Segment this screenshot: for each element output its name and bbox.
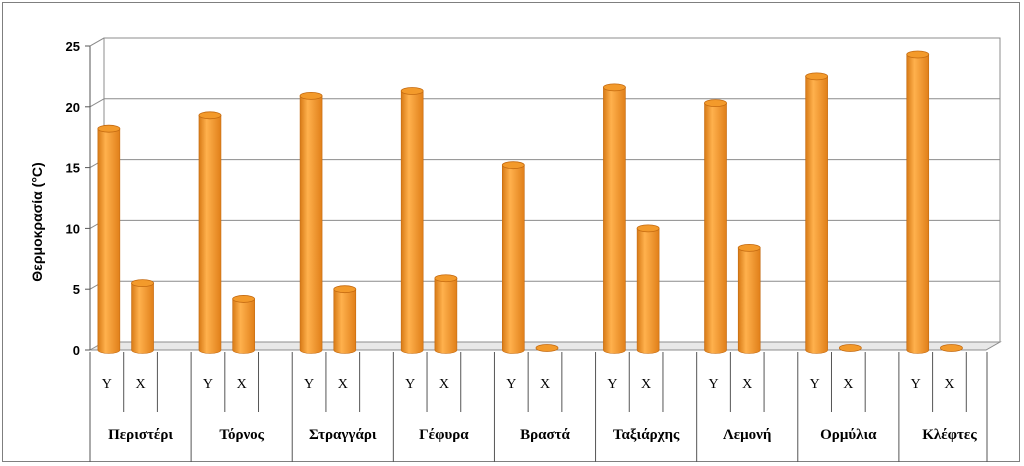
x-subcategory-label: Χ [742, 377, 752, 392]
x-subcategory-label: Χ [237, 377, 247, 392]
bar [501, 161, 525, 354]
side-wall-edge [89, 37, 105, 47]
bars-layer [97, 50, 963, 354]
x-subcategory-label: Υ [607, 377, 617, 392]
bar [603, 83, 626, 354]
bar-top [501, 161, 525, 170]
bar [636, 224, 660, 354]
bar-body [232, 298, 255, 354]
x-subcategory-label: Υ [810, 377, 820, 392]
x-labels-layer: Υ Χ Περιστέρι Υ Χ Τόρνος Υ Χ Στραγγάρι Υ Χ Γέφυρα Υ Χ… [89, 352, 988, 462]
bar [434, 274, 458, 354]
bar [97, 124, 121, 354]
x-subcategory-label: Χ [439, 377, 449, 392]
bar-body [333, 288, 357, 354]
bar-body [906, 54, 930, 354]
bar-top [299, 91, 323, 100]
bar-top [535, 344, 559, 352]
y-axis-title: Θερμοκρασία (°C) [29, 162, 45, 281]
bar [131, 279, 154, 354]
grid-layer [88, 37, 1002, 351]
x-category-label: Κλέφτες [922, 427, 977, 443]
bar-top [603, 83, 626, 92]
bar-body [434, 277, 458, 354]
x-subcategory-label: Υ [203, 377, 213, 392]
y-tick-label: 10 [66, 221, 80, 236]
bar-body [501, 164, 525, 354]
bar-body [299, 95, 323, 354]
bar-body [737, 247, 761, 354]
bar-top [434, 274, 458, 283]
bar [535, 344, 559, 352]
x-category-label: Ταξιάρχης [613, 427, 680, 443]
bar [400, 87, 424, 354]
bar-body [805, 76, 828, 354]
bar-top [737, 243, 761, 252]
bar [198, 111, 222, 354]
bar-top [805, 72, 829, 81]
x-subcategory-label: Υ [911, 377, 921, 392]
x-category-label: Γέφυρα [419, 427, 469, 443]
x-category-label: Ορμύλια [820, 427, 877, 443]
x-subcategory-label: Υ [304, 377, 314, 392]
bar-top [906, 50, 930, 59]
y-tick-label: 20 [66, 100, 80, 115]
bar-top [198, 111, 222, 120]
bar-top [400, 87, 424, 95]
bar-top [131, 279, 154, 288]
bar [906, 50, 930, 354]
bar-top [97, 124, 121, 133]
bar-top [704, 99, 727, 108]
bar-top [636, 224, 660, 233]
bar-body [400, 90, 424, 354]
x-subcategory-label: Χ [843, 377, 853, 392]
gridline-side [89, 98, 105, 108]
bar [232, 295, 256, 354]
y-tick-label: 25 [66, 39, 80, 54]
bar-top [232, 295, 256, 303]
x-subcategory-label: Υ [506, 377, 516, 392]
x-subcategory-label: Υ [708, 377, 718, 392]
bar [940, 344, 963, 352]
bar-body [131, 282, 154, 354]
x-subcategory-label: Υ [405, 377, 415, 392]
x-subcategory-label: Χ [540, 377, 550, 392]
y-tick-label: 0 [73, 343, 80, 358]
bar-body [603, 87, 626, 354]
bar-top [940, 344, 963, 352]
bar [299, 91, 323, 354]
bar [805, 72, 829, 354]
x-category-label: Στραγγάρι [309, 427, 377, 443]
x-subcategory-label: Χ [641, 377, 651, 392]
bar-body [704, 102, 727, 354]
y-tick-label: 15 [66, 161, 80, 176]
bar-top [838, 344, 862, 352]
bar [737, 243, 761, 354]
x-category-label: Περιστέρι [108, 427, 173, 443]
x-subcategory-label: Χ [944, 377, 954, 392]
x-subcategory-label: Χ [135, 377, 145, 392]
x-category-label: Τόρνος [219, 427, 264, 443]
bar [333, 285, 357, 354]
bar [838, 344, 862, 352]
x-subcategory-label: Χ [338, 377, 348, 392]
bar-body [636, 228, 660, 354]
bar-body [97, 128, 121, 354]
y-tick-label: 5 [73, 282, 80, 297]
bar-body [198, 115, 222, 354]
x-subcategory-label: Υ [102, 377, 112, 392]
bar-top [333, 285, 357, 294]
bar [704, 99, 727, 354]
x-category-label: Βραστά [520, 427, 570, 443]
axis-layer: 0 5 10 15 20 25 [66, 37, 105, 358]
x-category-label: Λεμονή [723, 427, 771, 443]
